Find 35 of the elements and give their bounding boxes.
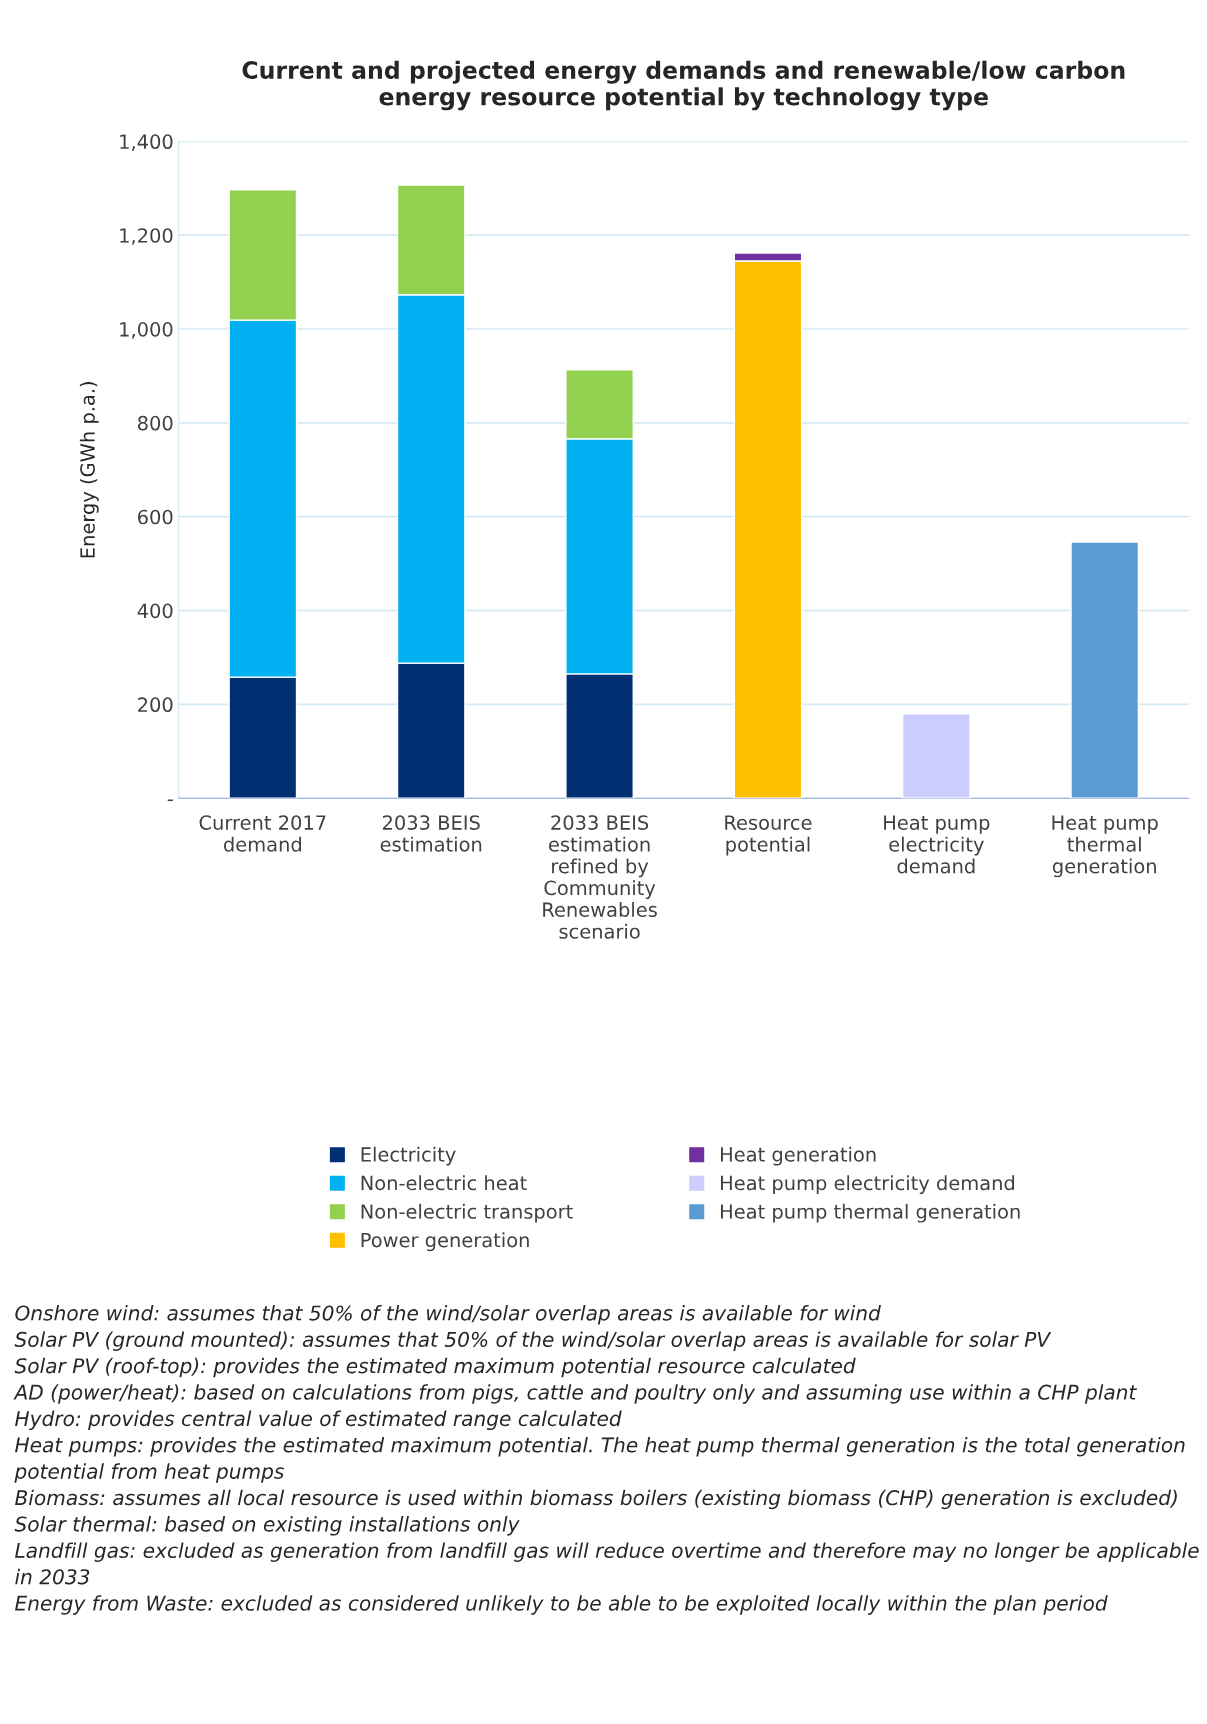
y-tick-label: 1,000 bbox=[120, 321, 173, 339]
y-axis-title: Energy (GWh p.a.) bbox=[79, 382, 99, 558]
y-tick-label: - bbox=[167, 799, 173, 802]
legend-label: Power generation bbox=[361, 1232, 529, 1252]
legend-label: Electricity bbox=[361, 1146, 456, 1166]
x-tick-label: Heat pump thermal generation bbox=[1052, 815, 1158, 878]
text: AD (power/heat): based on calculations from pigs, cattle and poultry only and assuming use within a CHP plant bbox=[13, 1384, 1137, 1404]
y-tick-label: 800 bbox=[137, 415, 173, 431]
bar bbox=[901, 713, 971, 799]
text: Landfill gas: excluded as generation from landfill gas will reduce overtime and therefore may no longer be applicable in 2033 bbox=[15, 1542, 1199, 1585]
bar bbox=[1070, 541, 1140, 799]
x-tick-label: 2033 BEIS estimation bbox=[380, 815, 482, 852]
y-tick-label: 200 bbox=[138, 697, 173, 713]
x-tick-label: Resource potential bbox=[725, 815, 812, 856]
text: Heat pumps: provides the estimated maximum potential. The heat pump thermal generation is the total generation potential from heat pumps bbox=[14, 1436, 1185, 1483]
legend-label: Non-electric transport bbox=[361, 1203, 573, 1223]
legend-label: Heat pump electricity demand bbox=[721, 1175, 1015, 1195]
x-tick-label: 2033 BEIS estimation refined by Community Renewables scenario bbox=[543, 815, 657, 939]
x-tick-label: Current 2017 demand bbox=[199, 815, 326, 852]
text: Solar PV (ground mounted): assumes that 50% of the wind/solar overlap areas is available for solar PV bbox=[14, 1331, 1052, 1351]
y-tick-label: 1,200 bbox=[120, 228, 173, 245]
x-tick-label: Heat pump electricity demand bbox=[884, 815, 990, 874]
y-tick-label: 1,400 bbox=[120, 134, 173, 152]
text: Biomass: assumes all local resource is used within biomass boilers (existing biomass (CHP) generation is excluded) bbox=[15, 1489, 1177, 1510]
text: Solar thermal: based on existing installations only bbox=[14, 1516, 520, 1536]
text: Onshore wind: assumes that 50% of the wind/solar overlap areas is available for wind bbox=[15, 1305, 881, 1325]
text: Energy from Waste: excluded as considered unlikely to be able to be exploited locally within the plan period bbox=[15, 1595, 1108, 1615]
legend-label: Heat pump thermal generation bbox=[721, 1203, 1020, 1223]
legend-label: Non-electric heat bbox=[361, 1175, 527, 1191]
y-tick-label: 400 bbox=[137, 603, 173, 619]
chart-title: Current and projected energy demands and renewable/low carbon energy resource potential by technology type bbox=[242, 60, 1125, 111]
text: Hydro: provides central value of estimated range calculated bbox=[15, 1410, 622, 1431]
text: Solar PV (roof-top): provides the estimated maximum potential resource calculated bbox=[14, 1357, 856, 1378]
y-tick-label: 600 bbox=[138, 509, 173, 525]
legend-label: Heat generation bbox=[721, 1146, 876, 1166]
